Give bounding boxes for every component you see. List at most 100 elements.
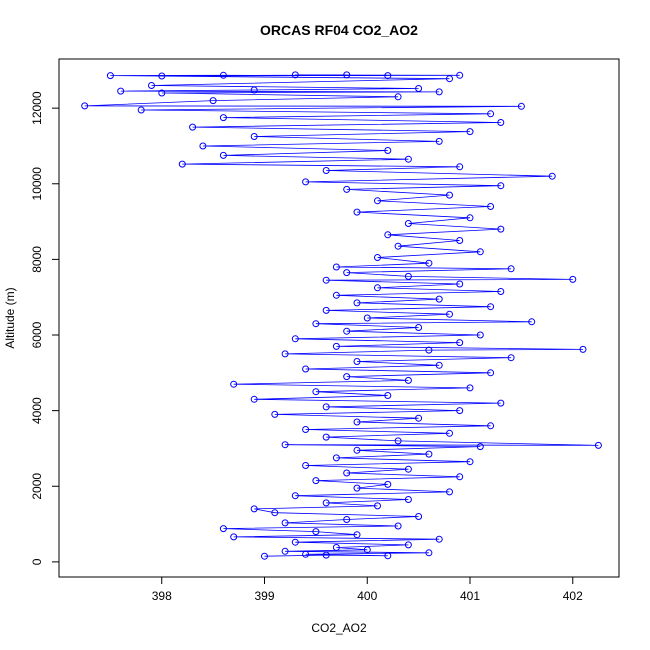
data-point — [302, 550, 310, 558]
data-point — [497, 182, 505, 190]
y-tick-label: 8000 — [30, 246, 44, 273]
data-point — [476, 248, 484, 256]
data-point — [261, 552, 268, 560]
x-tick-label: 398 — [152, 589, 172, 603]
data-point — [322, 306, 330, 314]
data-point — [219, 114, 227, 122]
data-point — [394, 93, 402, 101]
data-point — [466, 458, 474, 466]
data-point — [497, 399, 505, 407]
data-point — [189, 123, 197, 131]
data-point — [415, 414, 423, 422]
data-point — [332, 342, 340, 350]
data-point — [312, 477, 320, 485]
data-point — [312, 320, 320, 328]
data-point — [487, 369, 495, 377]
x-tick-label: 400 — [357, 589, 377, 603]
data-point — [343, 327, 351, 335]
data-point — [291, 335, 299, 343]
data-point — [250, 395, 258, 403]
data-point — [302, 462, 310, 469]
chart-title: ORCAS RF04 CO2_AO2 — [260, 22, 418, 38]
data-point — [487, 303, 495, 311]
data-point — [343, 185, 351, 193]
series-line — [84, 74, 599, 557]
data-point — [569, 275, 577, 283]
data-point — [332, 544, 340, 551]
data-point — [332, 454, 340, 462]
data-point — [404, 496, 412, 503]
y-tick-label: 2000 — [30, 473, 44, 500]
data-point — [291, 538, 299, 546]
data-point — [384, 480, 392, 488]
data-point — [158, 89, 166, 97]
data-point — [250, 133, 258, 140]
data-point — [312, 528, 320, 536]
data-point — [209, 97, 217, 105]
data-point — [487, 110, 495, 118]
data-point — [271, 509, 279, 517]
x-axis-title: CO2_AO2 — [311, 621, 367, 635]
data-point — [332, 263, 340, 271]
data-point — [404, 155, 412, 163]
data-point — [353, 446, 361, 454]
y-tick-label: 6000 — [30, 321, 44, 348]
data-point — [425, 259, 433, 267]
data-point — [322, 276, 330, 284]
data-point — [394, 242, 402, 250]
data-point — [353, 484, 361, 492]
data-point — [322, 499, 330, 507]
data-point — [384, 72, 392, 80]
data-point — [404, 541, 412, 549]
data-point — [81, 102, 89, 110]
data-point — [353, 299, 361, 307]
data-point — [466, 214, 474, 222]
data-point — [476, 331, 484, 339]
data-point — [374, 254, 381, 261]
data-point — [404, 465, 412, 473]
data-point — [404, 376, 412, 384]
data-point — [178, 160, 186, 168]
data-points — [81, 71, 602, 560]
data-point — [353, 418, 361, 426]
data-point — [374, 502, 381, 510]
data-point — [497, 119, 505, 126]
x-tick-label: 401 — [460, 589, 480, 603]
series-layer — [81, 71, 602, 560]
data-point — [435, 137, 443, 145]
data-point — [384, 552, 392, 560]
data-point — [353, 208, 361, 216]
data-point — [291, 71, 299, 79]
data-point — [446, 310, 453, 318]
data-point — [487, 422, 495, 430]
data-point — [199, 142, 207, 150]
x-axis: 398 399 400 401 402 — [152, 577, 583, 603]
y-axis-title: Altitude (m) — [3, 287, 17, 348]
data-point — [271, 410, 279, 418]
data-point — [148, 82, 155, 89]
data-point — [158, 72, 166, 80]
data-point — [281, 441, 289, 449]
data-point — [250, 86, 258, 94]
data-point — [343, 516, 351, 523]
data-point — [456, 473, 464, 481]
data-point — [343, 469, 351, 477]
data-point — [528, 318, 536, 326]
data-point — [415, 513, 423, 520]
data-point — [548, 172, 556, 180]
data-point — [579, 345, 587, 353]
y-tick-label: 4000 — [30, 397, 44, 424]
data-point — [415, 324, 423, 331]
y-tick-label: 12000 — [30, 91, 44, 125]
data-point — [394, 437, 402, 445]
data-point — [322, 167, 330, 174]
data-point — [363, 314, 371, 322]
data-point — [415, 85, 423, 92]
data-point — [497, 225, 505, 233]
data-point — [322, 403, 330, 411]
data-point — [487, 203, 495, 210]
data-point — [425, 346, 433, 354]
data-point — [250, 505, 258, 513]
data-point — [230, 380, 238, 388]
